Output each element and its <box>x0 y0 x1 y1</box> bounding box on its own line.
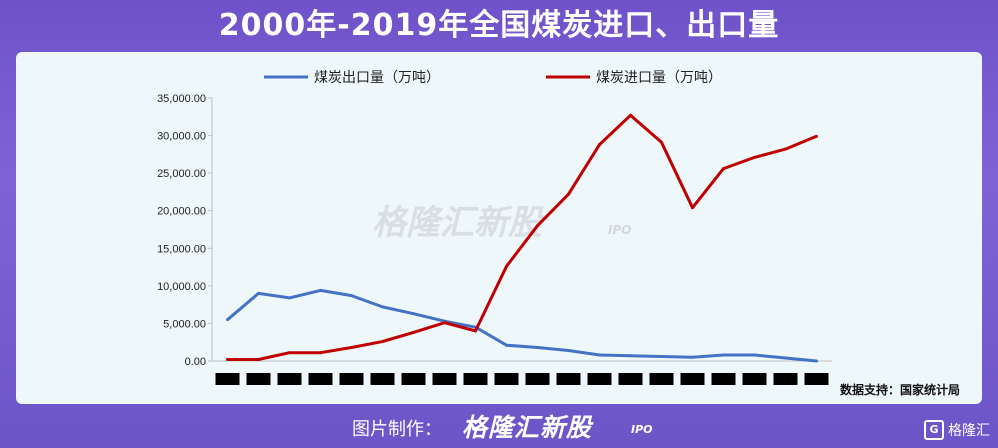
series-point-0 <box>629 354 632 358</box>
x-tick-label-redacted <box>339 373 364 385</box>
x-tick-label-redacted <box>525 373 550 385</box>
series-point-1 <box>567 192 570 196</box>
x-tick-label-redacted <box>463 373 488 385</box>
series-point-0 <box>505 343 508 347</box>
y-tick-label: 0.00 <box>185 356 206 368</box>
footer-brand-logo: 格隆汇新股 <box>462 413 593 442</box>
x-tick-label-redacted <box>494 373 519 385</box>
legend-label-0: 煤炭出口量（万吨） <box>314 70 440 86</box>
series-point-1 <box>629 113 632 117</box>
footer-brand-suffix: IPO <box>631 423 653 436</box>
gelonghui-logo-icon: G <box>924 420 944 440</box>
series-point-0 <box>815 359 818 363</box>
series-point-0 <box>784 356 787 360</box>
line-chart: 格隆汇新股 IPO 0.00 5,000.00 10,000.00 15,000.00 20… <box>157 70 960 397</box>
chart-panel: 格隆汇新股 IPO 0.00 5,000.00 10,000.00 15,000.00 20… <box>16 52 982 404</box>
series-point-1 <box>381 339 384 343</box>
series-point-0 <box>722 353 725 357</box>
series-point-1 <box>691 206 694 210</box>
series-point-1 <box>443 321 446 325</box>
y-tick-label: 5,000.00 <box>163 318 206 330</box>
corner-logo-text: 格隆汇 <box>948 423 990 439</box>
x-tick-label-redacted <box>773 373 798 385</box>
x-tick-label-redacted <box>587 373 612 385</box>
series-point-1 <box>784 147 787 151</box>
x-tick-label-redacted <box>711 373 736 385</box>
legend-label-1: 煤炭进口量（万吨） <box>596 70 722 86</box>
y-tick-label: 10,000.00 <box>157 281 206 293</box>
x-tick-label-redacted <box>432 373 457 385</box>
series-point-1 <box>257 357 260 361</box>
x-tick-label-redacted <box>370 373 395 385</box>
y-tick-label: 25,000.00 <box>157 168 206 180</box>
series-point-1 <box>412 330 415 334</box>
x-tick-label-redacted <box>742 373 767 385</box>
corner-logo: G 格隆汇 <box>924 420 990 440</box>
y-tick-label: 20,000.00 <box>157 206 206 218</box>
series-point-0 <box>350 294 353 298</box>
series-point-1 <box>598 143 601 147</box>
watermark-brand: 格隆汇新股 <box>372 203 546 243</box>
source-note: 数据支持：国家统计局 <box>840 382 960 397</box>
y-tick-label: 15,000.00 <box>157 243 206 255</box>
x-tick-label-redacted <box>215 373 240 385</box>
y-tick-label: 35,000.00 <box>157 93 206 105</box>
x-tick-label-redacted <box>401 373 426 385</box>
x-tick-label-redacted <box>649 373 674 385</box>
series-point-0 <box>660 354 663 358</box>
series-point-1 <box>226 357 229 361</box>
series-point-0 <box>536 345 539 349</box>
x-tick-label-redacted <box>618 373 643 385</box>
series-point-1 <box>660 140 663 144</box>
series-point-0 <box>288 296 291 300</box>
series-point-1 <box>350 345 353 349</box>
series-point-0 <box>598 353 601 357</box>
footer-credit: 图片制作： <box>352 419 442 440</box>
x-tick-label-redacted <box>556 373 581 385</box>
series-point-0 <box>257 291 260 295</box>
x-tick-label-redacted <box>277 373 302 385</box>
y-tick-label: 30,000.00 <box>157 131 206 143</box>
series-line-0 <box>226 288 817 363</box>
series-line-1 <box>227 113 818 361</box>
series-point-0 <box>319 288 322 292</box>
series-point-1 <box>536 224 539 228</box>
series-point-1 <box>319 351 322 355</box>
x-tick-label-redacted <box>804 373 829 385</box>
page-title: 2000年-2019年全国煤炭进口、出口量 <box>218 8 780 43</box>
x-tick-label-redacted <box>308 373 333 385</box>
series-point-1 <box>722 167 725 171</box>
x-tick-label-redacted <box>680 373 705 385</box>
series-point-1 <box>753 155 756 159</box>
series-point-0 <box>226 318 229 322</box>
series-point-0 <box>412 312 415 316</box>
series-point-1 <box>505 264 508 268</box>
x-tick-label-redacted <box>246 373 271 385</box>
series-point-1 <box>288 351 291 355</box>
series-point-0 <box>691 355 694 359</box>
series-point-1 <box>474 329 477 333</box>
series-point-1 <box>815 134 818 138</box>
series-point-0 <box>753 353 756 357</box>
series-point-0 <box>381 305 384 309</box>
watermark-suffix: IPO <box>608 223 631 237</box>
series-point-0 <box>567 348 570 352</box>
